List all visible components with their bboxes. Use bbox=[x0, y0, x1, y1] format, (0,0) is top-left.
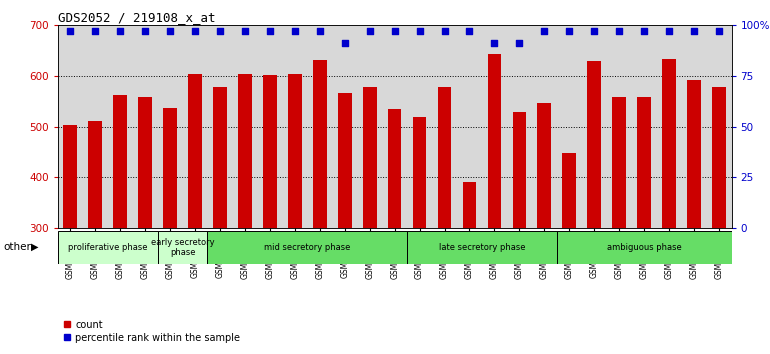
Point bbox=[488, 40, 500, 46]
Bar bbox=[612, 97, 626, 228]
Text: early secretory
phase: early secretory phase bbox=[151, 238, 214, 257]
Legend: count, percentile rank within the sample: count, percentile rank within the sample bbox=[62, 320, 240, 343]
Bar bbox=[662, 59, 676, 228]
Point bbox=[688, 28, 700, 34]
Bar bbox=[687, 80, 701, 228]
Bar bbox=[513, 112, 526, 228]
Point bbox=[289, 28, 301, 34]
Text: proliferative phase: proliferative phase bbox=[68, 243, 147, 252]
Point bbox=[363, 28, 376, 34]
Bar bbox=[487, 54, 501, 228]
Point bbox=[89, 28, 102, 34]
Point bbox=[638, 28, 651, 34]
Point bbox=[563, 28, 575, 34]
Bar bbox=[363, 87, 377, 228]
Bar bbox=[407, 231, 557, 264]
Text: mid secretory phase: mid secretory phase bbox=[264, 243, 350, 252]
Bar bbox=[537, 103, 551, 228]
Bar bbox=[288, 74, 302, 228]
Point bbox=[438, 28, 450, 34]
Point bbox=[514, 40, 526, 46]
Text: ▶: ▶ bbox=[31, 242, 38, 252]
Bar bbox=[58, 231, 158, 264]
Point bbox=[313, 28, 326, 34]
Bar bbox=[213, 87, 227, 228]
Point bbox=[464, 28, 476, 34]
Point bbox=[263, 28, 276, 34]
Text: late secretory phase: late secretory phase bbox=[439, 243, 525, 252]
Point bbox=[214, 28, 226, 34]
Point bbox=[64, 28, 76, 34]
Bar bbox=[163, 108, 177, 228]
Bar bbox=[463, 182, 477, 228]
Bar bbox=[712, 87, 726, 228]
Bar bbox=[437, 87, 451, 228]
Bar bbox=[158, 231, 207, 264]
Bar bbox=[139, 97, 152, 228]
Point bbox=[164, 28, 176, 34]
Bar bbox=[63, 125, 77, 228]
Bar bbox=[638, 97, 651, 228]
Bar bbox=[113, 95, 127, 228]
Bar bbox=[557, 231, 732, 264]
Point bbox=[189, 28, 201, 34]
Point bbox=[339, 40, 351, 46]
Point bbox=[538, 28, 551, 34]
Bar bbox=[89, 121, 102, 228]
Point bbox=[388, 28, 400, 34]
Point bbox=[588, 28, 601, 34]
Bar bbox=[238, 74, 252, 228]
Point bbox=[413, 28, 426, 34]
Bar bbox=[207, 231, 407, 264]
Point bbox=[139, 28, 151, 34]
Point bbox=[613, 28, 625, 34]
Bar bbox=[588, 61, 601, 228]
Point bbox=[114, 28, 126, 34]
Text: GDS2052 / 219108_x_at: GDS2052 / 219108_x_at bbox=[58, 11, 216, 24]
Bar bbox=[388, 109, 401, 228]
Bar bbox=[413, 117, 427, 228]
Point bbox=[713, 28, 725, 34]
Point bbox=[239, 28, 251, 34]
Point bbox=[663, 28, 675, 34]
Bar bbox=[313, 61, 326, 228]
Text: ambiguous phase: ambiguous phase bbox=[607, 243, 681, 252]
Bar bbox=[263, 75, 276, 228]
Bar bbox=[338, 93, 352, 228]
Text: other: other bbox=[4, 242, 32, 252]
Bar bbox=[562, 153, 576, 228]
Bar bbox=[188, 74, 202, 228]
